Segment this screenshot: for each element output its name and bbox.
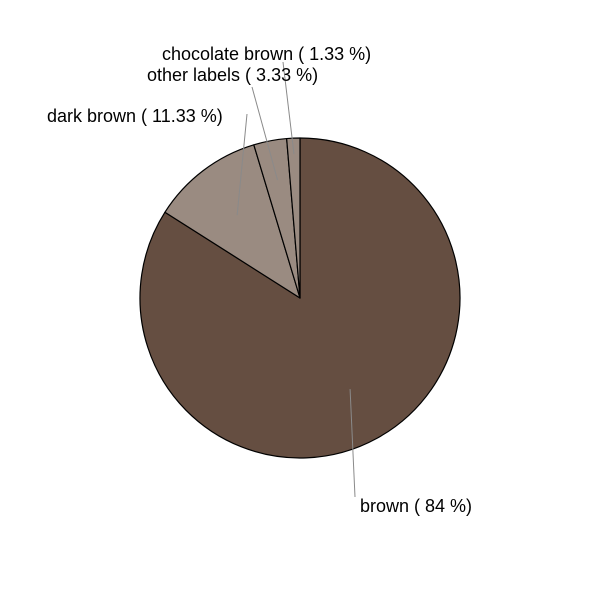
slice-label-other-labels: other labels ( 3.33 %) bbox=[147, 65, 318, 85]
leader-line-brown bbox=[349, 389, 356, 498]
leader-line-other-labels bbox=[251, 86, 279, 181]
leader-lines-layer bbox=[236, 61, 356, 498]
slices-layer bbox=[139, 137, 461, 459]
labels-layer: brown ( 84 %) dark brown ( 11.33 %) other … bbox=[47, 44, 472, 516]
slice-label-dark-brown: dark brown ( 11.33 %) bbox=[47, 106, 223, 126]
leader-line-dark-brown bbox=[236, 113, 248, 216]
slice-label-brown: brown ( 84 %) bbox=[360, 496, 472, 516]
leader-line-chocolate-brown bbox=[282, 61, 295, 155]
pie-slice-chocolate-brown bbox=[286, 137, 301, 299]
slice-label-chocolate-brown: chocolate brown ( 1.33 %) bbox=[162, 44, 371, 64]
pie-slice-dark-brown bbox=[164, 144, 301, 299]
